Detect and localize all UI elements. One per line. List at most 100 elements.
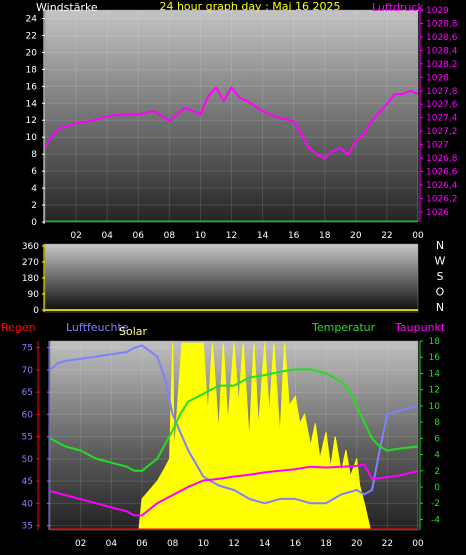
y-tick-label-right: 1027,2 <box>426 127 458 137</box>
y-tick-label: 16 <box>26 82 38 92</box>
y-tick-label: 75 <box>22 344 33 354</box>
direction-label: N <box>436 301 444 314</box>
y-tick-label-right: 12 <box>429 386 440 396</box>
y-tick-label: 90 <box>28 290 40 300</box>
temperature-line <box>50 368 418 472</box>
legend-solar: Solar <box>119 325 148 338</box>
x-tick-label: 22 <box>382 539 393 549</box>
y-tick-label-right: 1026,4 <box>426 181 458 191</box>
y-tick-label-right: 18 <box>429 337 441 347</box>
y-tick-label-right: -2 <box>431 499 440 509</box>
y-axis-left-3: 35 40 45 50 55 60 65 70 75 <box>22 341 50 532</box>
y-tick-label: 14 <box>26 99 38 109</box>
header-left: Windstärke <box>36 1 98 14</box>
x-tick-label: 10 <box>198 539 210 549</box>
y-tick-label-right: 1028,6 <box>426 33 458 43</box>
header-right: Luftdruck <box>372 1 424 14</box>
chart-title: 24 hour graph day : Maj 16 2025 <box>159 0 340 13</box>
y-tick-label-right: -4 <box>431 515 440 525</box>
y-tick-label: 360 <box>22 242 39 252</box>
y-tick-label-right: 4 <box>434 451 440 461</box>
y-tick-label: 70 <box>22 366 34 376</box>
x-tick-label: 08 <box>164 231 176 241</box>
y-tick-label: 0 <box>31 218 37 228</box>
y-tick-label: 24 <box>26 14 38 24</box>
legend-luftfeuchte: Luftfeuchte <box>66 321 129 334</box>
y-tick-label: 65 <box>22 388 33 398</box>
x-tick-label: 02 <box>70 231 81 241</box>
y-tick-label-right: 1027,4 <box>426 114 458 124</box>
x-tick-label: 18 <box>320 539 332 549</box>
humidity-temperature-chart: Regen Luftfeuchte Solar Temperatur Taupu… <box>1 321 446 549</box>
x-tick-label: 10 <box>195 231 207 241</box>
y-tick-label-right: 1027 <box>426 141 449 151</box>
y-tick-label-right: 0 <box>434 483 440 493</box>
x-axis-3: 02 04 06 08 10 12 14 16 18 20 22 00 <box>75 539 424 549</box>
y-tick-label: 4 <box>31 184 37 194</box>
x-tick-label: 06 <box>136 539 148 549</box>
y-tick-label-right: 1028,2 <box>426 60 458 70</box>
y-tick-label-right: 1028,4 <box>426 46 458 56</box>
y-tick-label: 50 <box>22 455 34 465</box>
pressure-line <box>45 86 418 160</box>
x-tick-label: 14 <box>257 231 269 241</box>
series-3 <box>50 342 418 530</box>
y-tick-label-right: 2 <box>434 467 440 477</box>
y-tick-label: 8 <box>31 150 37 160</box>
y-tick-label-right: 1026,2 <box>426 194 458 204</box>
y-tick-label: 12 <box>26 116 37 126</box>
dewpoint-line <box>50 463 418 517</box>
y-tick-label: 270 <box>22 258 39 268</box>
x-tick-label: 16 <box>290 539 302 549</box>
y-axis-left-2: 0 90 180 270 360 <box>22 242 45 316</box>
pressure-wind-chart: Windstärke 24 hour graph day : Maj 16 20… <box>26 0 458 241</box>
legend-regen: Regen <box>1 321 36 334</box>
y-axis-right-1: 1026 1026,2 1026,4 1026,6 1026,8 1027 1027,2 10… <box>419 6 458 222</box>
y-tick-label: 10 <box>26 133 38 143</box>
x-tick-label: 18 <box>319 231 331 241</box>
x-tick-label: 02 <box>75 539 86 549</box>
direction-label: O <box>436 286 445 299</box>
x-tick-label: 14 <box>259 539 271 549</box>
plot-area-2 <box>44 243 419 313</box>
y-tick-label-right: 1028 <box>426 73 449 83</box>
x-tick-label: 06 <box>133 231 145 241</box>
y-tick-label-right: 1027,6 <box>426 100 458 110</box>
humidity-line <box>50 344 418 505</box>
x-tick-label: 08 <box>167 539 179 549</box>
direction-label: W <box>435 255 446 268</box>
y-tick-label-right: 1029 <box>426 6 449 16</box>
y-tick-label: 6 <box>31 167 37 177</box>
y-tick-label: 18 <box>26 65 38 75</box>
x-tick-label: 04 <box>101 231 113 241</box>
y-tick-label-right: 1026,8 <box>426 154 458 164</box>
y-tick-label: 35 <box>22 522 33 532</box>
x-axis-1: 02 04 06 08 10 12 14 16 18 20 22 00 <box>70 231 424 241</box>
y-tick-label-right: 6 <box>434 434 440 444</box>
y-tick-label: 40 <box>22 499 34 509</box>
y-axis-right-3: -4 -2 0 2 4 6 8 10 12 14 16 18 <box>419 337 441 530</box>
legend-temperatur: Temperatur <box>311 321 376 334</box>
legend-taupunkt: Taupunkt <box>394 321 446 334</box>
y-tick-label-right: 14 <box>429 369 441 379</box>
y-tick-label: 60 <box>22 410 34 420</box>
y-tick-label-right: 1028,8 <box>426 19 458 29</box>
y-tick-label: 55 <box>22 433 33 443</box>
y-tick-label-right: 1026,6 <box>426 168 458 178</box>
x-tick-label: 00 <box>412 231 424 241</box>
y-tick-label-right: 1027,8 <box>426 87 458 97</box>
x-tick-label: 04 <box>106 539 118 549</box>
series-1 <box>45 86 418 222</box>
x-tick-label: 20 <box>351 539 363 549</box>
y-tick-label: 180 <box>22 274 39 284</box>
y-tick-label: 45 <box>22 477 33 487</box>
x-tick-label: 12 <box>226 231 237 241</box>
x-tick-label: 12 <box>228 539 239 549</box>
x-tick-label: 00 <box>412 539 424 549</box>
y-tick-label-right: 8 <box>434 418 440 428</box>
y-tick-label: 20 <box>26 48 38 58</box>
